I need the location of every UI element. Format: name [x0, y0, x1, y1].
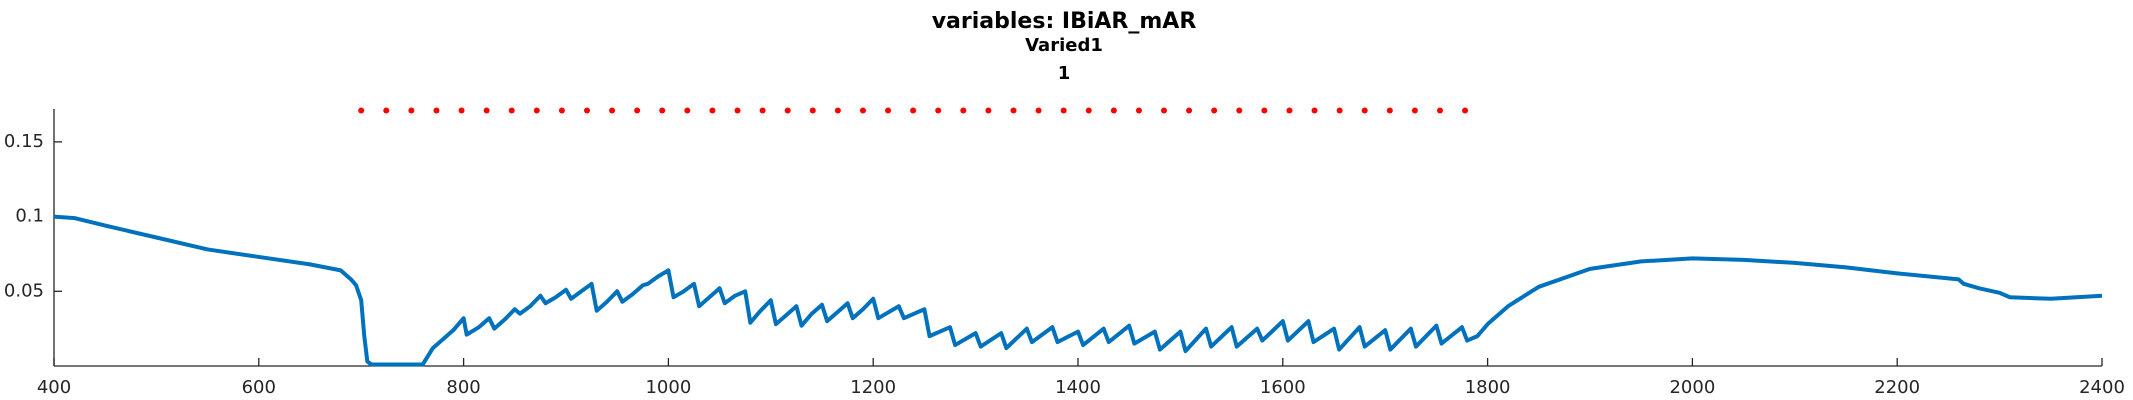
data-dot — [1261, 107, 1268, 114]
data-dot — [784, 107, 791, 114]
chart-subtitle: 1 — [1058, 63, 1071, 84]
data-dot — [960, 107, 967, 114]
x-tick-label: 1400 — [1055, 377, 1101, 398]
data-dot — [1236, 107, 1243, 114]
data-dot — [1161, 107, 1168, 114]
y-tick-label: 0.1 — [15, 206, 44, 227]
data-dot — [1361, 107, 1368, 114]
data-dot — [558, 107, 565, 114]
data-dot — [1186, 107, 1193, 114]
data-dot — [508, 107, 515, 114]
chart-title: variables: IBiAR_mAR — [932, 9, 1197, 34]
data-dot — [1035, 107, 1042, 114]
data-dot — [1386, 107, 1393, 114]
data-dot — [1286, 107, 1293, 114]
data-dot — [1311, 107, 1318, 114]
chart-subtitle: Varied1 — [1025, 35, 1103, 56]
data-dot — [433, 107, 440, 114]
x-tick-label: 800 — [446, 377, 480, 398]
data-dot — [1411, 107, 1418, 114]
data-dot — [1010, 107, 1017, 114]
x-tick-label: 1800 — [1465, 377, 1511, 398]
data-dot — [1336, 107, 1343, 114]
x-tick-label: 1600 — [1260, 377, 1306, 398]
data-dot — [985, 107, 992, 114]
data-dot — [935, 107, 942, 114]
data-dot — [408, 107, 415, 114]
x-tick-label: 2000 — [1669, 377, 1715, 398]
data-dot — [1211, 107, 1218, 114]
data-dot — [834, 107, 841, 114]
data-dot — [383, 107, 390, 114]
data-dot — [734, 107, 741, 114]
data-dot — [910, 107, 917, 114]
data-dot — [684, 107, 691, 114]
y-tick-label: 0.15 — [4, 131, 44, 152]
data-dot — [609, 107, 616, 114]
data-dot — [1462, 107, 1469, 114]
data-dot — [1135, 107, 1142, 114]
data-dot — [533, 107, 540, 114]
data-dot — [1110, 107, 1117, 114]
data-dot — [458, 107, 465, 114]
data-dot — [1436, 107, 1443, 114]
data-dot — [809, 107, 816, 114]
y-tick-label: 0.05 — [4, 280, 44, 301]
x-tick-label: 1000 — [645, 377, 691, 398]
data-dot — [583, 107, 590, 114]
data-dot — [759, 107, 766, 114]
data-dot — [1085, 107, 1092, 114]
x-tick-label: 2200 — [1874, 377, 1920, 398]
x-tick-label: 2400 — [2079, 377, 2125, 398]
data-dot — [1060, 107, 1067, 114]
data-dot — [358, 107, 365, 114]
data-dot — [483, 107, 490, 114]
data-dot — [885, 107, 892, 114]
data-line — [53, 214, 2103, 367]
x-tick-label: 400 — [37, 377, 71, 398]
data-dot — [709, 107, 716, 114]
x-tick-label: 600 — [242, 377, 276, 398]
data-dot — [859, 107, 866, 114]
data-dot — [659, 107, 666, 114]
data-dot — [634, 107, 641, 114]
x-tick-label: 1200 — [850, 377, 896, 398]
